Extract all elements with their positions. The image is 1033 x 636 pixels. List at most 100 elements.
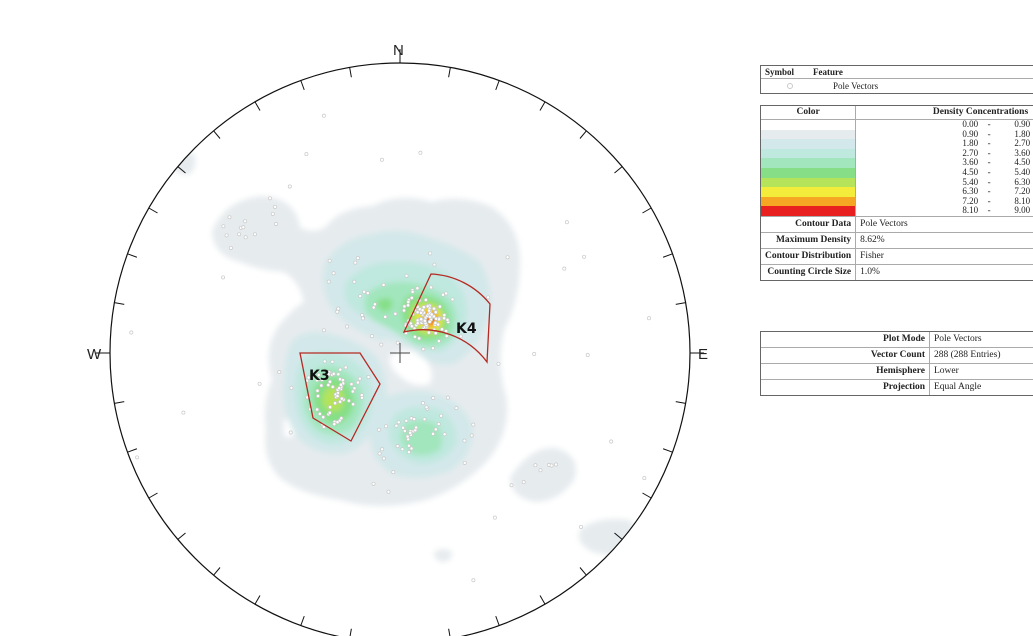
- pole-point: [338, 399, 343, 404]
- pole-point: [358, 294, 363, 299]
- pole-point: [409, 324, 414, 329]
- azimuth-tick: [675, 302, 686, 305]
- plot-info-row: Projection Equal Angle: [761, 379, 1033, 395]
- density-row: 4.50- 5.40: [761, 167, 1033, 178]
- density-header: Density Concentrations: [855, 106, 1033, 120]
- pole-point: [521, 480, 526, 485]
- pole-point: [429, 285, 433, 290]
- set-window-k4: K4: [402, 273, 491, 364]
- pole-point: [381, 456, 386, 461]
- pole-point: [442, 316, 447, 321]
- pole-point: [379, 342, 384, 347]
- azimuth-tick: [614, 532, 623, 540]
- pole-point: [406, 300, 411, 304]
- pole-point: [414, 425, 419, 430]
- density-low: 6.30: [962, 186, 979, 197]
- density-high: 7.20: [1014, 186, 1031, 197]
- pole-point: [533, 463, 538, 468]
- pole-point: [274, 222, 279, 226]
- azimuth-tick: [495, 615, 500, 626]
- azimuth-tick: [148, 492, 158, 499]
- color-header: Color: [761, 106, 857, 120]
- azimuth-tick: [642, 492, 652, 499]
- pole-point: [450, 297, 455, 302]
- pole-point: [381, 282, 386, 287]
- pole-point: [444, 291, 449, 296]
- pole-point: [357, 376, 362, 381]
- pole-point: [316, 394, 320, 398]
- pole-point: [321, 415, 326, 420]
- density-row: 6.30- 7.20: [761, 187, 1033, 197]
- pole-point: [241, 225, 246, 230]
- azimuth-tick: [614, 166, 623, 174]
- pole-point: [432, 306, 436, 311]
- pole-point: [343, 365, 348, 370]
- pole-point: [401, 425, 405, 430]
- pole-point: [386, 489, 391, 494]
- density-color-swatch: [761, 119, 857, 130]
- pole-point: [351, 402, 356, 407]
- pole-point: [339, 396, 344, 401]
- density-low: 8.10: [962, 205, 979, 216]
- pole-point: [335, 309, 340, 314]
- density-color-swatch: [761, 139, 857, 149]
- density-color-swatch: [761, 167, 857, 178]
- pole-point: [433, 310, 438, 315]
- pole-point: [224, 233, 229, 238]
- pole-point: [442, 432, 447, 437]
- pole-point: [509, 483, 514, 488]
- pole-point: [338, 367, 343, 372]
- density-color-swatch: [761, 158, 857, 168]
- pole-point: [338, 382, 343, 387]
- pole-point: [304, 152, 309, 157]
- pole-point: [402, 308, 406, 313]
- pole-point: [433, 331, 438, 336]
- pole-point: [421, 401, 425, 406]
- azimuth-tick: [148, 207, 158, 214]
- symbol-header: Symbol: [765, 66, 795, 77]
- azimuth-tick: [213, 130, 221, 139]
- azimuth-tick: [579, 567, 587, 576]
- pole-point: [377, 451, 382, 456]
- pole-point: [349, 382, 354, 387]
- density-low: 7.20: [962, 195, 979, 206]
- pole-point: [359, 393, 364, 398]
- pole-point: [396, 420, 401, 425]
- north-label: N: [393, 42, 404, 59]
- pole-point: [421, 305, 426, 310]
- pole-point: [227, 215, 232, 220]
- pole-point: [129, 330, 134, 335]
- pole-point: [273, 204, 278, 209]
- pole-point: [355, 380, 360, 385]
- pole-point: [462, 438, 467, 443]
- plot-info-key: Hemisphere: [761, 363, 930, 380]
- contour-info-row: Counting Circle Size 1.0%: [761, 263, 1033, 280]
- pole-point: [423, 297, 428, 302]
- pole-point: [422, 318, 427, 323]
- azimuth-tick: [642, 207, 652, 214]
- density-row: 7.20- 8.10: [761, 195, 1033, 207]
- pole-point: [316, 372, 321, 377]
- pole-point: [402, 429, 407, 433]
- pole-point: [371, 305, 376, 310]
- contour-info-key: Maximum Density: [761, 231, 857, 249]
- pole-point: [404, 273, 409, 278]
- pole-point: [647, 316, 651, 321]
- azimuth-tick: [177, 532, 186, 540]
- pole-point: [306, 375, 311, 380]
- range-separator: -: [987, 205, 991, 216]
- pole-point: [352, 279, 357, 284]
- pole-point: [412, 334, 417, 339]
- density-row: 2.70- 3.60: [761, 148, 1033, 159]
- pole-point: [426, 330, 431, 335]
- azimuth-tick: [300, 615, 305, 626]
- plot-info-legend: Plot Mode Pole Vectors Vector Count 288 (28…: [760, 331, 1033, 396]
- pole-point: [405, 434, 410, 439]
- density-high: 4.50: [1014, 157, 1031, 168]
- pole-point: [289, 385, 294, 390]
- azimuth-tick: [127, 253, 138, 258]
- pole-point: [288, 430, 293, 435]
- pole-point: [436, 422, 441, 426]
- pole-point: [549, 463, 554, 468]
- pole-point: [270, 211, 275, 216]
